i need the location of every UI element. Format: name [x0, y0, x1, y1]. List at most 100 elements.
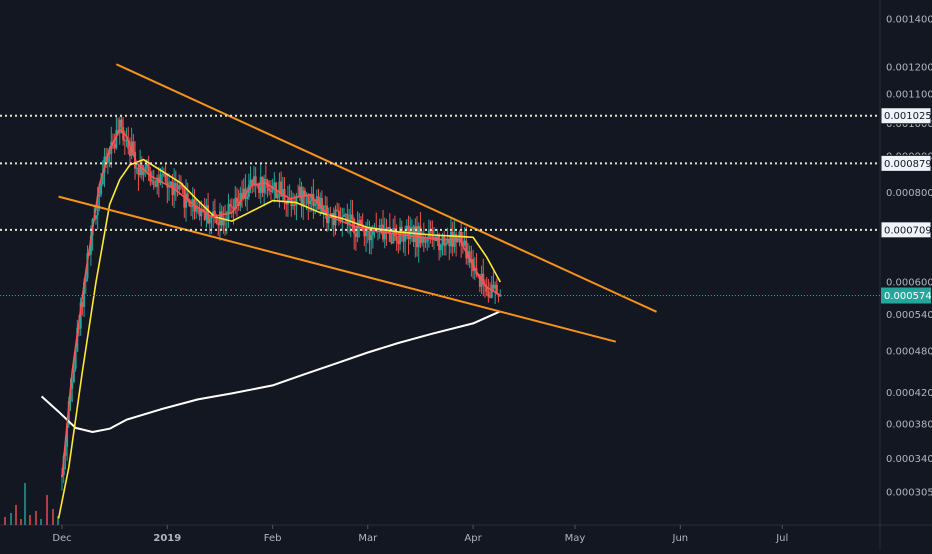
- candle-body: [127, 139, 130, 149]
- candle-body: [118, 119, 121, 134]
- candle-body: [399, 226, 402, 245]
- x-tick-label: Dec: [52, 533, 71, 544]
- candle-body: [298, 186, 301, 197]
- ma-line-1: [40, 310, 501, 433]
- candle-body: [314, 203, 317, 206]
- candle-body: [198, 208, 201, 217]
- candle-body: [387, 226, 390, 232]
- candle-body: [342, 215, 345, 217]
- candle-body: [356, 223, 359, 237]
- candle-body: [346, 214, 349, 224]
- candle-body: [482, 273, 485, 285]
- candle-body: [439, 244, 442, 251]
- x-tick-label: May: [565, 533, 586, 544]
- candle-body: [410, 227, 413, 229]
- candle-body: [154, 184, 157, 187]
- candle-body: [487, 291, 490, 297]
- price-level-badge[interactable]: [880, 107, 932, 125]
- candle-body: [285, 201, 288, 205]
- candle-body: [179, 184, 182, 186]
- candle-body: [230, 206, 233, 208]
- price-level-badge-label: 0.0008793: [884, 159, 932, 170]
- x-tick-label: Mar: [358, 533, 378, 544]
- candle-body: [81, 302, 84, 307]
- candle-body: [152, 180, 155, 185]
- candle-body: [135, 167, 138, 169]
- trendline-lower-support[interactable]: [58, 195, 617, 343]
- ma-line-2: [57, 158, 502, 519]
- candle-body: [113, 144, 116, 149]
- candle-body: [263, 179, 266, 193]
- candle-body: [465, 240, 468, 259]
- candle-body: [419, 226, 422, 244]
- candle-body: [320, 198, 323, 214]
- volume-bar: [46, 495, 48, 525]
- candle-body: [271, 187, 274, 192]
- candle-body: [453, 234, 456, 247]
- candle-body: [461, 242, 464, 246]
- candle-body: [315, 196, 318, 204]
- candle-body: [83, 282, 86, 307]
- candle-body: [227, 204, 230, 219]
- candle-body: [280, 181, 283, 197]
- volume-bar: [20, 519, 22, 525]
- price-level-badge[interactable]: [880, 221, 932, 239]
- candle-body: [348, 221, 351, 224]
- candle-body: [492, 284, 495, 289]
- candle-body: [176, 187, 179, 190]
- candle-body: [164, 174, 167, 182]
- volume-bar: [57, 516, 59, 525]
- candle-body: [354, 233, 357, 237]
- candle-body: [213, 211, 216, 216]
- candle-body: [145, 164, 148, 167]
- candle-body: [181, 184, 184, 189]
- candle-body: [151, 180, 154, 182]
- candle-body: [137, 167, 140, 176]
- candle-body: [258, 183, 261, 193]
- volume-bar: [10, 513, 12, 525]
- candle-body: [64, 446, 67, 456]
- candle-body: [302, 190, 305, 207]
- candle-body: [421, 236, 424, 244]
- candle-body: [239, 193, 242, 206]
- candle-body: [371, 230, 374, 236]
- candle-body: [242, 188, 245, 199]
- price-level-badge[interactable]: [880, 154, 932, 172]
- candle-body: [365, 231, 368, 237]
- last-price-badge: [881, 287, 931, 304]
- candle-body: [174, 183, 177, 188]
- candle-body: [478, 275, 481, 287]
- candle-body: [426, 239, 429, 242]
- candle-body: [246, 196, 249, 199]
- candle-body: [264, 179, 267, 181]
- candle-body: [190, 206, 193, 208]
- candle-body: [208, 218, 211, 224]
- candle-body: [241, 193, 244, 199]
- candle-body: [142, 171, 145, 176]
- candle-body: [351, 214, 354, 219]
- candle-body: [424, 241, 427, 243]
- candle-body: [100, 183, 103, 195]
- candle-body: [383, 228, 386, 240]
- candle-body: [438, 234, 441, 251]
- candle-body: [186, 193, 189, 201]
- candle-body: [74, 351, 77, 369]
- candle-body: [412, 227, 415, 242]
- candle-body: [215, 215, 218, 223]
- candle-body: [77, 327, 80, 329]
- candle-body: [120, 119, 123, 127]
- trendline-upper-resistance[interactable]: [115, 63, 657, 313]
- candle-body: [98, 194, 101, 197]
- candle-body: [309, 200, 312, 205]
- candle-body: [366, 231, 369, 233]
- candle-body: [132, 141, 135, 152]
- candle-body: [71, 382, 74, 389]
- candle-body: [319, 198, 322, 210]
